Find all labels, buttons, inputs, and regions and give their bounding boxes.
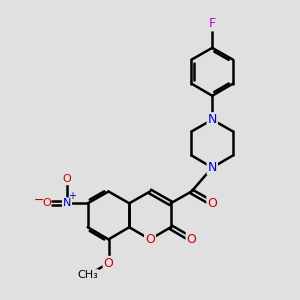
Text: O: O (207, 197, 217, 210)
Text: F: F (209, 17, 216, 30)
Text: −: − (34, 194, 44, 207)
Text: O: O (42, 198, 51, 208)
Text: O: O (187, 233, 196, 246)
Text: O: O (103, 257, 113, 270)
Text: N: N (208, 161, 217, 174)
Text: N: N (63, 198, 71, 208)
Text: O: O (63, 174, 71, 184)
Text: CH₃: CH₃ (77, 270, 98, 280)
Text: +: + (68, 191, 76, 201)
Text: O: O (145, 233, 155, 246)
Text: N: N (208, 113, 217, 126)
